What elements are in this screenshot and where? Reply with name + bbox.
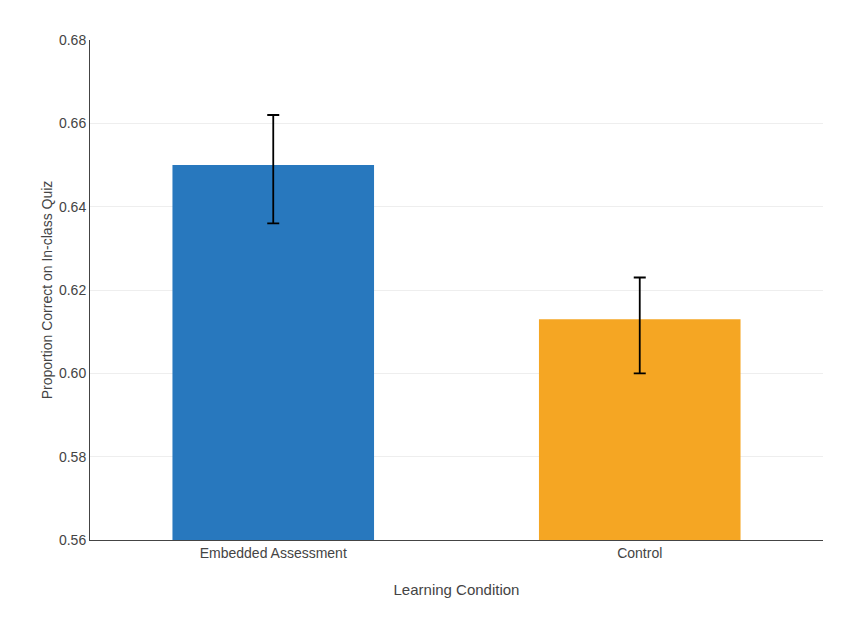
svg-text:0.64: 0.64 [59,199,86,215]
svg-text:0.62: 0.62 [59,282,86,298]
svg-text:0.68: 0.68 [59,32,86,48]
svg-text:0.58: 0.58 [59,449,86,465]
svg-text:0.56: 0.56 [59,532,86,548]
svg-text:Control: Control [617,545,662,561]
svg-text:0.66: 0.66 [59,115,86,131]
svg-text:Learning Condition: Learning Condition [394,581,520,598]
svg-text:Embedded Assessment: Embedded Assessment [200,545,347,561]
svg-text:0.60: 0.60 [59,365,86,381]
svg-text:Proportion Correct on In-class: Proportion Correct on In-class Quiz [39,181,55,400]
